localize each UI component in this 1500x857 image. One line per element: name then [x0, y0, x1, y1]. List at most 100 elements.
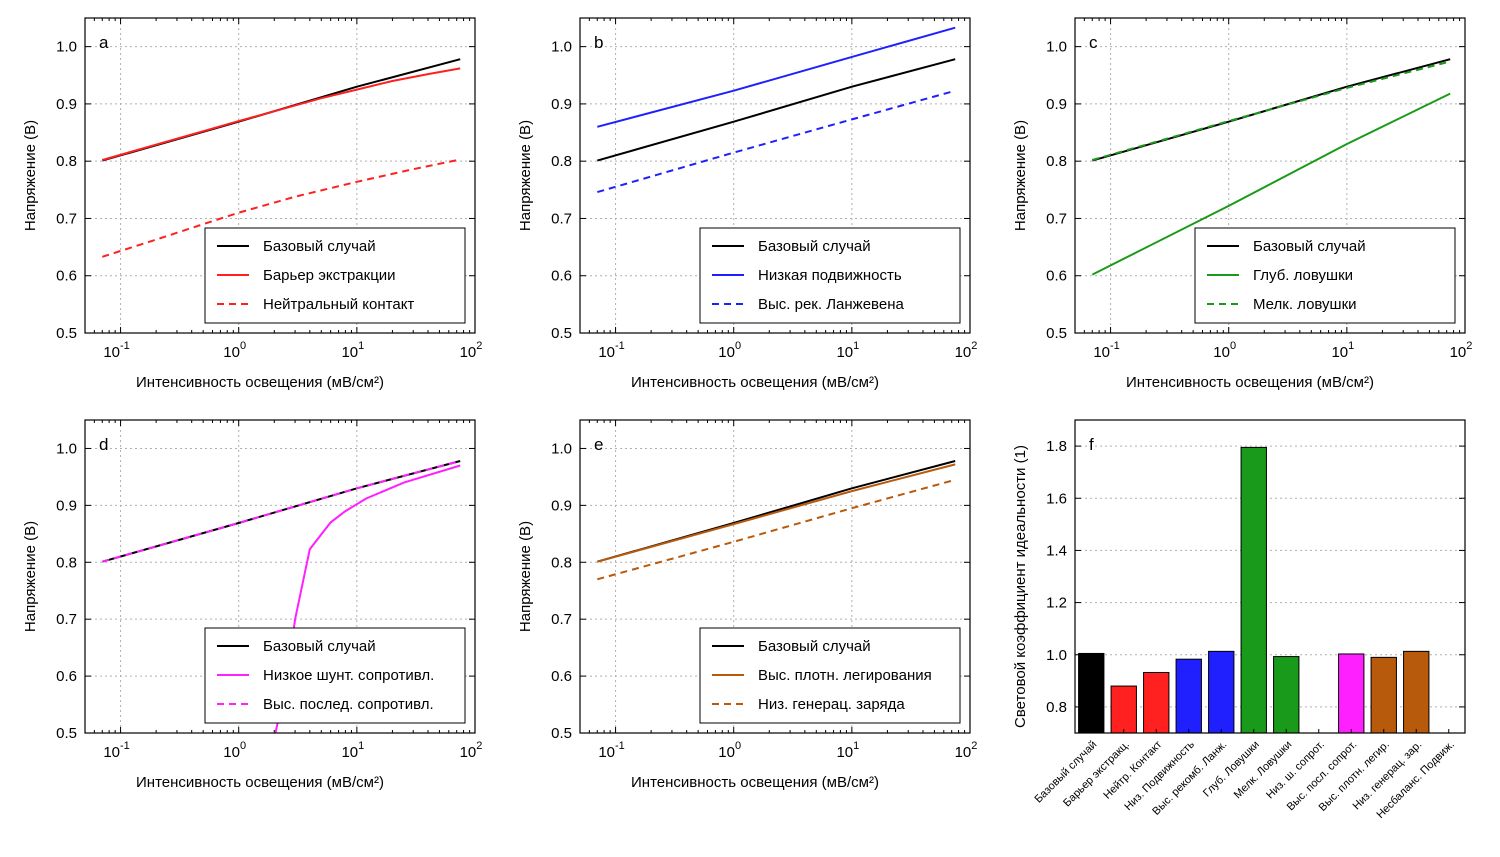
plot-frame — [579, 419, 971, 734]
y-tick-label: 0.6 — [1046, 268, 1067, 285]
bar-9 — [1370, 656, 1397, 734]
legend: Базовый случай Глуб. ловушки Мелк. ловушки — [1194, 227, 1456, 324]
x-tick-exponent: 0 — [240, 340, 246, 352]
panel-b: 0.50.60.70.80.91.010-1 100 101 102bБазовый … — [517, 17, 977, 391]
y-tick-label: 0.9 — [56, 96, 77, 113]
panel-e: 0.50.60.70.80.91.010-1 100 101 102eБазовый … — [517, 419, 978, 791]
series-line-1 — [597, 463, 956, 563]
series-line-2 — [101, 158, 461, 258]
plot-frame — [84, 419, 476, 734]
series-line-1 — [1091, 92, 1451, 276]
x-tick-exponent: 2 — [1466, 340, 1472, 352]
series-line-1 — [597, 26, 956, 128]
x-tick-base: 10 — [955, 744, 972, 761]
category-label-5: Глуб. Ловушки — [1201, 739, 1262, 800]
x-tick-exponent: 1 — [853, 740, 859, 752]
y-tick-label: 0.5 — [551, 725, 572, 742]
x-tick-exponent: 2 — [971, 740, 977, 752]
x-tick-exponent: -1 — [120, 740, 130, 752]
y-axis-label: Световой коэффициент идеальности (1) — [1012, 445, 1029, 728]
y-tick-label: 0.7 — [551, 611, 572, 628]
series-line-1 — [102, 67, 461, 161]
x-tick-base: 10 — [836, 744, 853, 761]
y-tick-label: 0.6 — [56, 668, 77, 685]
legend-label-2: Нейтральный контакт — [263, 296, 414, 313]
y-tick-label: 0.9 — [551, 497, 572, 514]
legend-label-2: Низ. генерац. заряда — [758, 696, 905, 713]
panel-c: 0.50.60.70.80.91.010-1 100 101 102cБазовый … — [1012, 17, 1473, 391]
x-tick-base: 10 — [836, 344, 853, 361]
legend-label-0: Базовый случай — [1253, 238, 1366, 255]
plot-frame — [579, 17, 971, 334]
x-tick-base: 10 — [341, 744, 358, 761]
x-tick-exponent: -1 — [615, 340, 625, 352]
x-tick-base: 10 — [1450, 344, 1467, 361]
y-tick-label: 0.7 — [56, 210, 77, 227]
legend: Базовый случай Барьер экстракции Нейтральн… — [204, 227, 466, 324]
y-tick-label: 1.4 — [1046, 542, 1067, 559]
x-tick-base: 10 — [718, 744, 735, 761]
bar-4 — [1208, 650, 1235, 734]
bar-1 — [1110, 685, 1137, 734]
legend-label-2: Мелк. ловушки — [1253, 296, 1357, 313]
y-tick-label: 1.0 — [56, 440, 77, 457]
legend-label-1: Низкая подвижность — [758, 267, 902, 284]
x-tick-base: 10 — [103, 744, 120, 761]
y-axis-label: Напряжение (В) — [22, 521, 39, 632]
series-line-2 — [597, 478, 956, 581]
x-tick-base: 10 — [598, 744, 615, 761]
y-tick-label: 0.7 — [551, 210, 572, 227]
x-tick-base: 10 — [1331, 344, 1348, 361]
y-tick-label: 0.7 — [56, 611, 77, 628]
x-tick-label: 10-1 — [598, 740, 624, 761]
series-line-0 — [1092, 58, 1451, 162]
y-tick-label: 0.8 — [56, 554, 77, 571]
bar-5 — [1240, 446, 1267, 734]
y-axis-label: Напряжение (В) — [517, 521, 534, 632]
bar-0 — [1078, 652, 1105, 734]
y-tick-label: 0.5 — [1046, 325, 1067, 342]
legend: Базовый случай Низкая подвижность Выс. рек… — [699, 227, 961, 324]
x-tick-label: 10-1 — [1093, 340, 1119, 361]
x-tick-exponent: -1 — [120, 340, 130, 352]
x-tick-base: 10 — [223, 744, 240, 761]
x-tick-label: 10-1 — [103, 340, 129, 361]
y-tick-label: 0.5 — [56, 325, 77, 342]
x-tick-exponent: 1 — [358, 740, 364, 752]
panel-letter: a — [99, 33, 109, 52]
y-tick-label: 0.9 — [56, 497, 77, 514]
x-axis-label: Интенсивность освещения (мВ/см²) — [631, 374, 879, 391]
legend-label-1: Низкое шунт. сопротивл. — [263, 667, 434, 684]
y-tick-label: 0.9 — [1046, 96, 1067, 113]
y-tick-label: 1.0 — [551, 440, 572, 457]
legend-label-2: Выс. рек. Ланжевена — [758, 296, 904, 313]
panel-a: 0.50.60.70.80.91.010-1 100 101 102aБазовый … — [22, 17, 482, 391]
x-tick-label: 100 — [718, 340, 741, 361]
x-tick-base: 10 — [223, 344, 240, 361]
y-axis-label: Напряжение (В) — [22, 120, 39, 231]
y-tick-label: 1.0 — [551, 39, 572, 56]
panel-letter: e — [594, 435, 603, 454]
legend-label-1: Глуб. ловушки — [1253, 267, 1353, 284]
plot-frame — [84, 17, 476, 334]
x-tick-exponent: -1 — [1110, 340, 1120, 352]
y-tick-label: 1.2 — [1046, 595, 1067, 612]
y-tick-label: 0.6 — [56, 268, 77, 285]
x-axis-label: Интенсивность освещения (мВ/см²) — [1126, 374, 1374, 391]
x-tick-base: 10 — [341, 344, 358, 361]
x-tick-label: 102 — [955, 740, 978, 761]
y-axis-label: Напряжение (В) — [1012, 120, 1029, 231]
bar-8 — [1338, 653, 1365, 734]
series-line-0 — [597, 58, 956, 162]
legend-label-0: Базовый случай — [263, 638, 376, 655]
x-tick-base: 10 — [1093, 344, 1110, 361]
x-tick-base: 10 — [718, 344, 735, 361]
x-tick-label: 10-1 — [598, 340, 624, 361]
legend: Базовый случай Выс. плотн. легирования Низ… — [699, 627, 961, 724]
category-label-6: Мелк. Ловушки — [1232, 739, 1295, 802]
x-tick-label: 101 — [341, 740, 364, 761]
y-tick-label: 1.0 — [1046, 39, 1067, 56]
x-tick-label: 102 — [1450, 340, 1473, 361]
y-tick-label: 0.6 — [551, 268, 572, 285]
